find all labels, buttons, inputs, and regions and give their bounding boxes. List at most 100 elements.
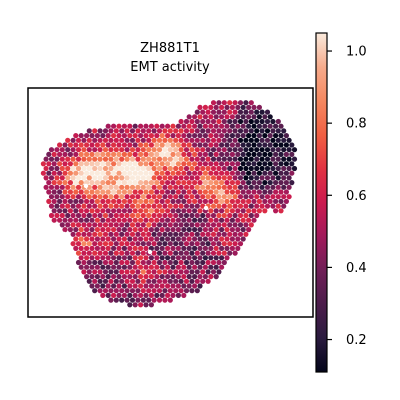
tissue-spot bbox=[111, 180, 117, 186]
tissue-spot bbox=[232, 118, 238, 125]
tissue-spot bbox=[192, 161, 198, 167]
tissue-spot bbox=[94, 245, 100, 251]
tissue-spot bbox=[148, 236, 154, 242]
tissue-spot bbox=[119, 165, 125, 172]
tissue-spot bbox=[256, 133, 262, 139]
tissue-spot bbox=[97, 222, 103, 228]
tissue-spot bbox=[113, 241, 119, 247]
tissue-spot bbox=[135, 194, 141, 200]
tissue-spot bbox=[100, 170, 106, 176]
tissue-spot bbox=[140, 175, 146, 181]
tissue-spot bbox=[89, 208, 95, 214]
tissue-spot bbox=[189, 278, 195, 284]
tissue-spot bbox=[243, 222, 249, 228]
tissue-spot bbox=[216, 241, 222, 247]
tissue-spot bbox=[67, 142, 73, 148]
tissue-spot bbox=[213, 180, 219, 186]
tissue-spot bbox=[210, 175, 217, 181]
tissue-spot bbox=[135, 184, 141, 190]
tissue-spot bbox=[48, 203, 55, 209]
tissue-spot bbox=[251, 161, 257, 167]
tissue-spot bbox=[113, 175, 119, 181]
tissue-spot bbox=[237, 203, 244, 209]
tissue-spot bbox=[170, 227, 176, 233]
tissue-spot bbox=[75, 203, 82, 209]
tissue-spot bbox=[70, 147, 76, 153]
tissue-spot bbox=[138, 283, 144, 289]
tissue-spot bbox=[81, 241, 87, 247]
tissue-spot bbox=[146, 184, 152, 190]
tissue-spot bbox=[213, 198, 219, 204]
tissue-spot bbox=[127, 198, 133, 204]
tissue-spot bbox=[181, 274, 187, 280]
tissue-spot bbox=[138, 264, 144, 270]
tissue-spot bbox=[143, 151, 149, 157]
tissue-spot bbox=[129, 165, 136, 172]
tissue-spot bbox=[151, 212, 157, 219]
tissue-spot bbox=[289, 170, 295, 176]
tissue-spot bbox=[167, 194, 173, 200]
tissue-spot bbox=[278, 208, 284, 214]
tissue-spot bbox=[121, 245, 127, 251]
tissue-spot bbox=[105, 245, 111, 251]
tissue-spot bbox=[156, 278, 163, 284]
tissue-spot bbox=[119, 241, 125, 247]
tissue-spot bbox=[116, 255, 122, 261]
tissue-spot bbox=[246, 189, 252, 195]
tissue-spot bbox=[202, 264, 208, 270]
tissue-spot bbox=[86, 147, 92, 153]
tissue-spot bbox=[167, 156, 173, 162]
tissue-spot bbox=[148, 227, 154, 233]
tissue-spot bbox=[124, 297, 130, 303]
tissue-spot bbox=[251, 198, 257, 204]
tissue-spot bbox=[57, 198, 63, 204]
tissue-spot bbox=[108, 250, 114, 256]
tissue-spot bbox=[210, 222, 217, 228]
tissue-spot bbox=[124, 128, 130, 134]
tissue-spot bbox=[167, 147, 173, 153]
tissue-spot bbox=[116, 227, 122, 233]
tissue-spot bbox=[289, 142, 295, 148]
tissue-spot bbox=[159, 189, 165, 195]
tissue-spot bbox=[135, 165, 141, 172]
tissue-spot bbox=[102, 203, 109, 209]
tissue-spot bbox=[97, 231, 103, 237]
tissue-spot bbox=[213, 189, 219, 195]
tissue-spot bbox=[57, 208, 63, 214]
tissue-spot bbox=[59, 165, 65, 172]
tissue-spot bbox=[278, 151, 284, 157]
tissue-spot bbox=[89, 133, 95, 139]
tissue-spot bbox=[129, 203, 136, 209]
tissue-spot bbox=[200, 109, 206, 115]
tissue-spot bbox=[156, 222, 163, 228]
tissue-spot bbox=[127, 255, 133, 261]
tissue-spot bbox=[175, 189, 181, 195]
tissue-spot bbox=[197, 217, 203, 223]
tissue-spot bbox=[197, 227, 203, 233]
tissue-spot bbox=[165, 236, 171, 242]
tissue-spot bbox=[254, 212, 260, 219]
tissue-spot bbox=[197, 245, 203, 251]
tissue-spot bbox=[92, 222, 98, 228]
tissue-spot bbox=[281, 175, 287, 181]
tissue-spot bbox=[210, 250, 217, 256]
tissue-spot bbox=[262, 208, 268, 214]
tissue-spot bbox=[70, 184, 76, 190]
tissue-spot bbox=[165, 123, 171, 129]
tissue-spot bbox=[121, 189, 127, 195]
tissue-spot bbox=[208, 104, 214, 110]
tissue-spot bbox=[192, 142, 198, 148]
tissue-spot bbox=[216, 231, 222, 237]
tissue-spot bbox=[135, 269, 141, 275]
tissue-spot bbox=[162, 165, 168, 172]
tissue-spot bbox=[102, 241, 109, 247]
tissue-spot bbox=[70, 241, 76, 247]
tissue-spot bbox=[162, 203, 168, 209]
tissue-spot bbox=[213, 208, 219, 214]
tissue-spot bbox=[197, 114, 203, 120]
tissue-spot bbox=[175, 142, 181, 148]
tissue-spot bbox=[81, 222, 87, 228]
tissue-spot bbox=[202, 104, 208, 110]
tissue-spot bbox=[213, 161, 219, 167]
